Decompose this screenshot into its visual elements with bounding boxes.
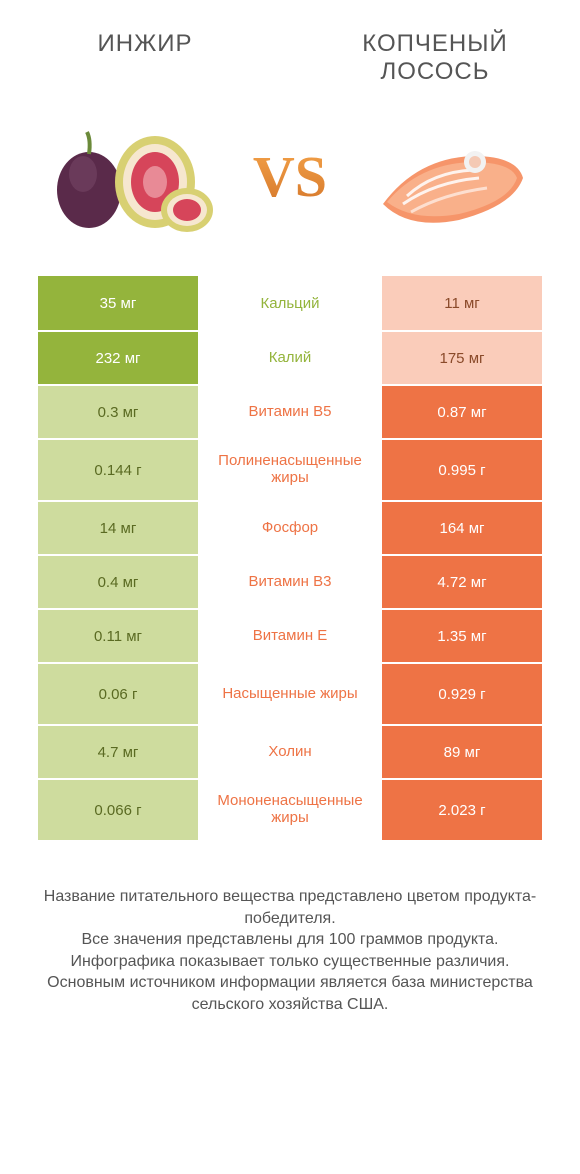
table-row: 14 мгФосфор164 мг bbox=[38, 500, 542, 554]
footer-note: Название питательного вещества представл… bbox=[0, 840, 580, 1016]
value-right: 0.929 г bbox=[382, 662, 542, 724]
value-left: 0.3 мг bbox=[38, 384, 198, 438]
title-row: ИНЖИР КОПЧЕНЫЙ ЛОСОСЬ bbox=[0, 0, 580, 102]
value-left: 232 мг bbox=[38, 330, 198, 384]
table-row: 0.144 гПолиненасыщенные жиры0.995 г bbox=[38, 438, 542, 500]
value-right: 4.72 мг bbox=[382, 554, 542, 608]
title-left: ИНЖИР bbox=[20, 30, 270, 58]
value-right: 0.87 мг bbox=[382, 384, 542, 438]
value-left: 0.06 г bbox=[38, 662, 198, 724]
value-left: 0.066 г bbox=[38, 778, 198, 840]
title-right-col: КОПЧЕНЫЙ ЛОСОСЬ bbox=[310, 30, 560, 86]
value-left: 4.7 мг bbox=[38, 724, 198, 778]
nutrient-label: Витамин B3 bbox=[198, 554, 382, 608]
nutrient-label: Кальций bbox=[198, 276, 382, 330]
infographic: ИНЖИР КОПЧЕНЫЙ ЛОСОСЬ bbox=[0, 0, 580, 1174]
vs-text: VS bbox=[253, 144, 327, 209]
note-line: Основным источником информации является … bbox=[28, 972, 552, 1015]
table-row: 0.066 гМононенасыщенные жиры2.023 г bbox=[38, 778, 542, 840]
value-right: 11 мг bbox=[382, 276, 542, 330]
nutrient-label: Полиненасыщенные жиры bbox=[198, 438, 382, 500]
note-line: Инфографика показывает только существенн… bbox=[28, 951, 552, 973]
title-right: КОПЧЕНЫЙ ЛОСОСЬ bbox=[310, 30, 560, 86]
image-row: VS bbox=[0, 102, 580, 276]
fig-icon bbox=[47, 112, 217, 242]
value-left: 35 мг bbox=[38, 276, 198, 330]
salmon-icon bbox=[363, 112, 533, 242]
value-right: 175 мг bbox=[382, 330, 542, 384]
vs-icon: VS bbox=[235, 132, 345, 222]
nutrient-label: Фосфор bbox=[198, 500, 382, 554]
note-line: Все значения представлены для 100 граммо… bbox=[28, 929, 552, 951]
comparison-table: 35 мгКальций11 мг232 мгКалий175 мг0.3 мг… bbox=[0, 276, 580, 840]
value-left: 0.144 г bbox=[38, 438, 198, 500]
value-left: 14 мг bbox=[38, 500, 198, 554]
title-left-col: ИНЖИР bbox=[20, 30, 270, 86]
note-line: Название питательного вещества представл… bbox=[28, 886, 552, 929]
nutrient-label: Холин bbox=[198, 724, 382, 778]
table-row: 0.4 мгВитамин B34.72 мг bbox=[38, 554, 542, 608]
nutrient-label: Мононенасыщенные жиры bbox=[198, 778, 382, 840]
value-left: 0.11 мг bbox=[38, 608, 198, 662]
table-row: 0.11 мгВитамин E1.35 мг bbox=[38, 608, 542, 662]
nutrient-label: Насыщенные жиры bbox=[198, 662, 382, 724]
nutrient-label: Витамин B5 bbox=[198, 384, 382, 438]
nutrient-label: Калий bbox=[198, 330, 382, 384]
table-row: 0.3 мгВитамин B50.87 мг bbox=[38, 384, 542, 438]
table-row: 232 мгКалий175 мг bbox=[38, 330, 542, 384]
value-right: 89 мг bbox=[382, 724, 542, 778]
title-gap bbox=[270, 30, 310, 86]
value-right: 0.995 г bbox=[382, 438, 542, 500]
table-row: 35 мгКальций11 мг bbox=[38, 276, 542, 330]
table-row: 4.7 мгХолин89 мг bbox=[38, 724, 542, 778]
table-row: 0.06 гНасыщенные жиры0.929 г bbox=[38, 662, 542, 724]
nutrient-label: Витамин E bbox=[198, 608, 382, 662]
value-right: 1.35 мг bbox=[382, 608, 542, 662]
value-right: 2.023 г bbox=[382, 778, 542, 840]
value-right: 164 мг bbox=[382, 500, 542, 554]
value-left: 0.4 мг bbox=[38, 554, 198, 608]
